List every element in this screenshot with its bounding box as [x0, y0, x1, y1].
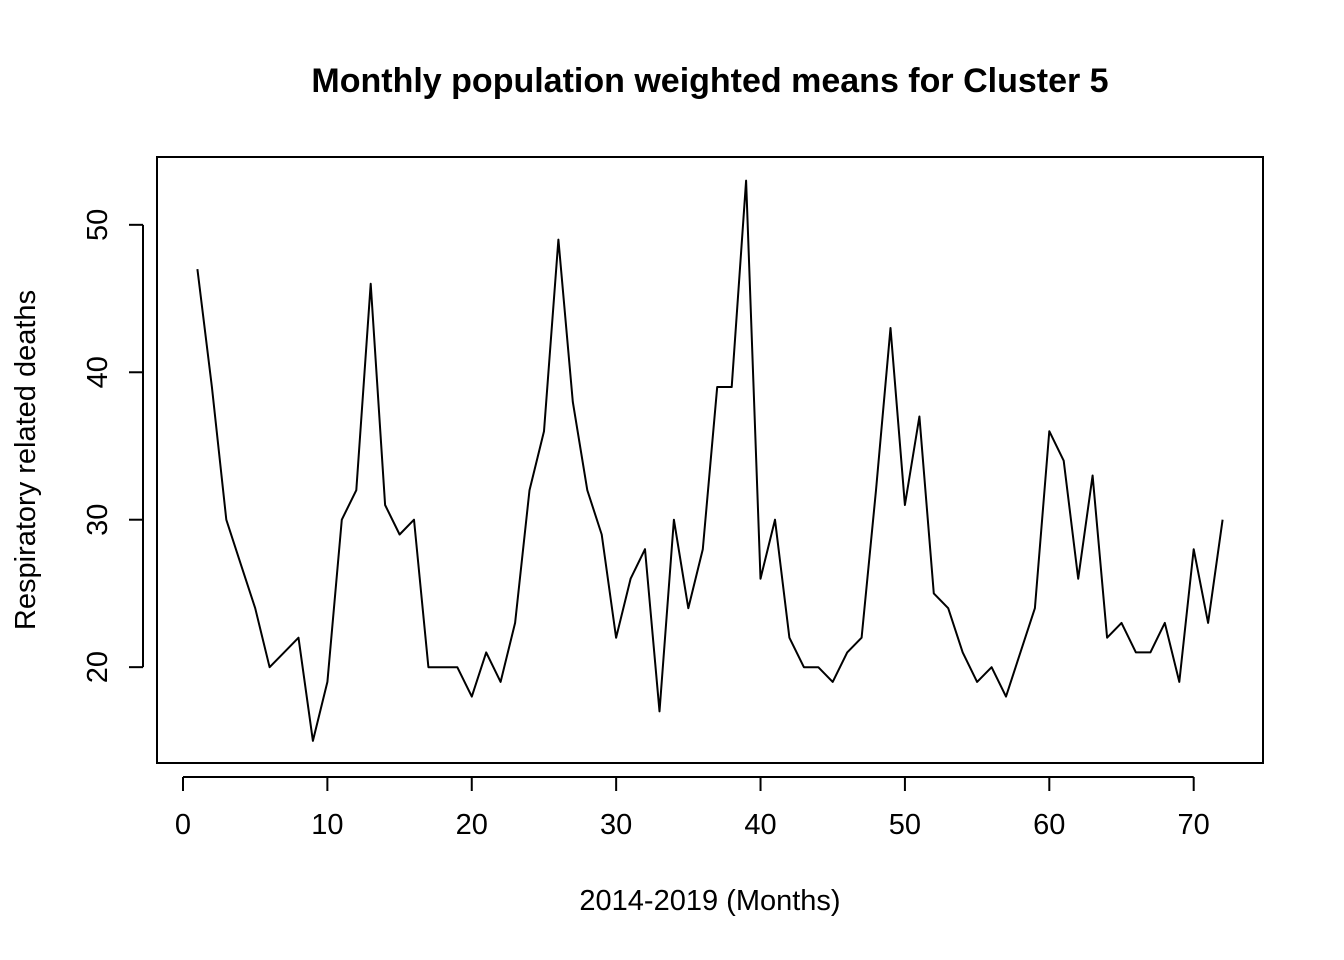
x-axis: 0 10 20 30 40 50 60 70 [175, 776, 1210, 841]
y-axis: 20 30 40 50 [82, 209, 144, 683]
y-axis-label: Respiratory related deaths [10, 290, 42, 630]
plot-frame [156, 156, 1264, 764]
y-tick-label: 20 [82, 651, 114, 683]
x-tick-label: 20 [456, 809, 488, 841]
chart-title: Monthly population weighted means for Cl… [311, 62, 1108, 100]
y-tick-label: 30 [82, 504, 114, 536]
x-tick-label: 70 [1178, 809, 1210, 841]
x-tick-label: 50 [889, 809, 921, 841]
series-layer [196, 179, 1224, 742]
x-tick-label: 30 [600, 809, 632, 841]
x-tick-label: 40 [744, 809, 776, 841]
y-tick-label: 50 [82, 209, 114, 241]
x-axis-label: 2014-2019 (Months) [579, 885, 840, 917]
y-tick-label: 40 [82, 356, 114, 388]
series-line-1 [196, 179, 1224, 742]
x-tick-label: 10 [311, 809, 343, 841]
x-tick-label: 0 [175, 809, 191, 841]
x-tick-label: 60 [1033, 809, 1065, 841]
